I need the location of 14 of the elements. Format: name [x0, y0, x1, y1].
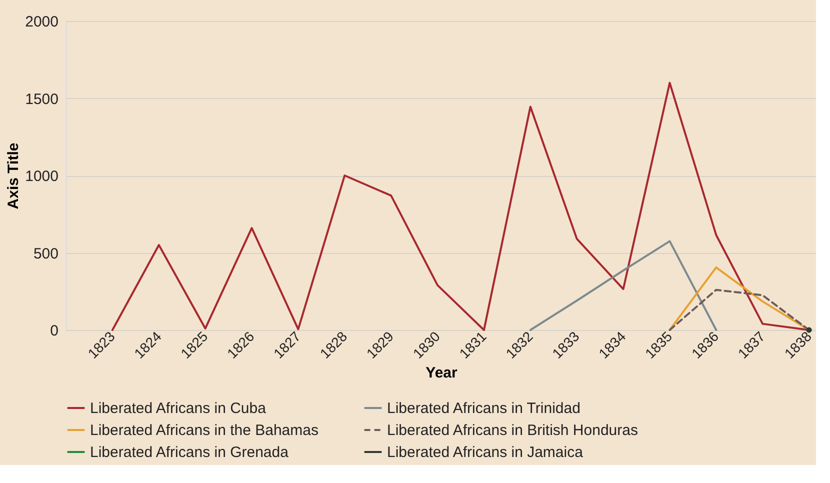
- legend-label: Liberated Africans in the Bahamas: [90, 422, 318, 439]
- y-tick-label: 0: [50, 322, 58, 340]
- legend-label: Liberated Africans in Grenada: [90, 444, 290, 461]
- y-tick-label: 1000: [25, 168, 58, 185]
- legend-label: Liberated Africans in British Honduras: [387, 422, 638, 439]
- y-tick-label: 1500: [25, 90, 58, 108]
- legend-label: Liberated Africans in Jamaica: [387, 444, 584, 461]
- legend-label: Liberated Africans in Trinidad: [387, 400, 580, 417]
- x-axis-title: Year: [426, 364, 458, 382]
- y-tick-label: 2000: [25, 14, 58, 30]
- y-axis-title: Axis Title: [5, 142, 22, 210]
- y-tick-label: 500: [33, 245, 58, 262]
- legend-label: Liberated Africans in Cuba: [90, 400, 267, 417]
- line-series: [529, 240, 718, 331]
